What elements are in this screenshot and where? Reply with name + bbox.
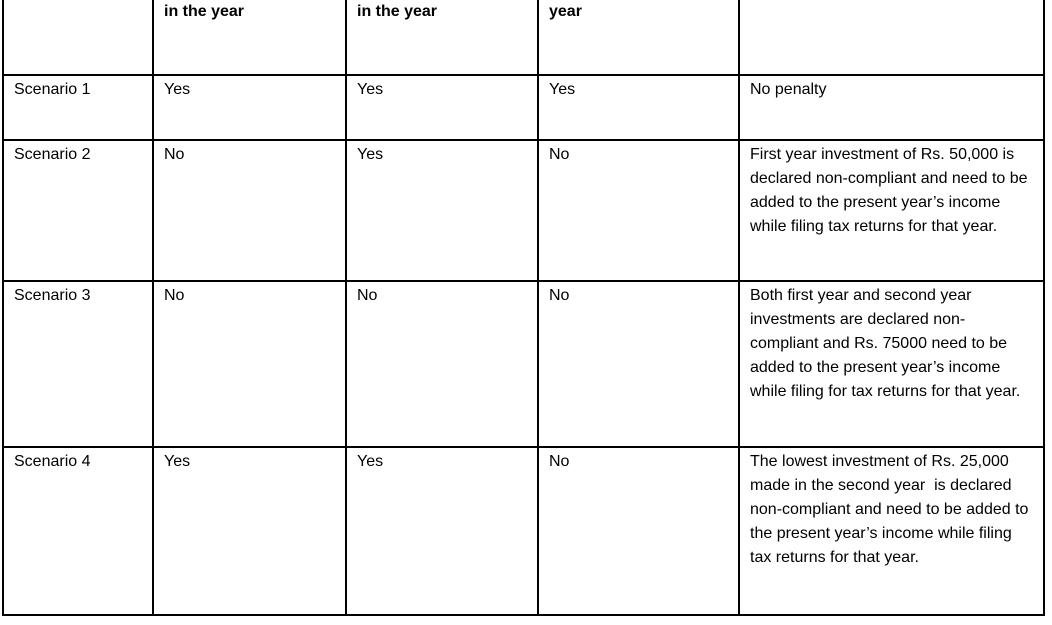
scenario-label: Scenario 4 [2,446,154,616]
table-row-scenario-4: Scenario 4 Yes Yes No The lowest investm… [2,446,1045,616]
answer-cell: Yes [345,139,539,282]
penalty-cell: No penalty [738,74,1045,141]
header-cell-2: in the year [345,0,539,76]
answer-cell: No [537,446,740,616]
scenario-label: Scenario 1 [2,74,154,141]
table-container: in the year in the year year Scenario 1 … [2,0,1045,616]
answer-cell: Yes [537,74,740,141]
scenario-penalty-table: in the year in the year year Scenario 1 … [2,0,1045,616]
answer-cell: No [152,139,347,282]
table-row-scenario-3: Scenario 3 No No No Both first year and … [2,280,1045,448]
scenario-label: Scenario 2 [2,139,154,282]
table-row-scenario-2: Scenario 2 No Yes No First year investme… [2,139,1045,282]
answer-cell: No [152,280,347,448]
header-cell-3: year [537,0,740,76]
answer-cell: No [537,280,740,448]
scenario-label: Scenario 3 [2,280,154,448]
penalty-cell: Both first year and second year investme… [738,280,1045,448]
answer-cell: No [537,139,740,282]
header-cell-1: in the year [152,0,347,76]
answer-cell: Yes [345,446,539,616]
answer-cell: Yes [345,74,539,141]
header-cell-scenario [2,0,154,76]
answer-cell: Yes [152,74,347,141]
table-row-scenario-1: Scenario 1 Yes Yes Yes No penalty [2,74,1045,141]
answer-cell: Yes [152,446,347,616]
header-cell-penalty [738,0,1045,76]
answer-cell: No [345,280,539,448]
header-row: in the year in the year year [2,0,1045,76]
penalty-cell: First year investment of Rs. 50,000 is d… [738,139,1045,282]
penalty-cell: The lowest investment of Rs. 25,000 made… [738,446,1045,616]
